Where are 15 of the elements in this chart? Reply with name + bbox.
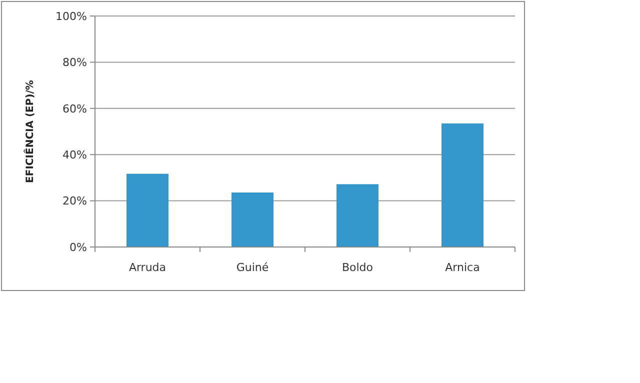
y-tick-label: 80%	[62, 56, 87, 70]
x-tick-label: Guiné	[236, 261, 269, 274]
y-tick-label: 100%	[56, 10, 87, 23]
bar	[442, 123, 484, 247]
y-tick-label: 40%	[62, 148, 87, 162]
y-tick-label: 60%	[62, 102, 87, 116]
x-tick-label: Boldo	[342, 261, 374, 274]
y-tick-label: 20%	[62, 194, 87, 208]
x-tick-label: Arnica	[445, 261, 480, 274]
y-axis-title: EFICIÊNCIA (EP)/%	[23, 80, 36, 183]
bar	[336, 184, 378, 247]
bar	[232, 192, 274, 247]
bar	[126, 174, 168, 247]
x-tick-label: Arruda	[128, 261, 166, 274]
y-tick-label: 0%	[70, 240, 87, 254]
